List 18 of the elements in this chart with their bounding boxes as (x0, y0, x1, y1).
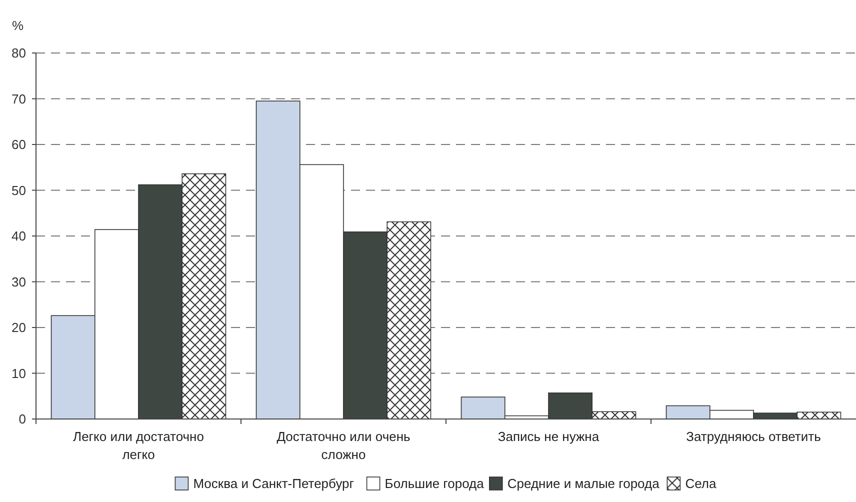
y-tick-label: 70 (12, 91, 26, 106)
y-tick-label: 0 (18, 412, 26, 427)
x-tick-label: Затрудняюсь ответить (686, 429, 822, 444)
x-tick-label: Легко или достаточно легко (73, 429, 204, 462)
legend-label: Большие города (384, 476, 485, 491)
x-tick-label: Запись не нужна (498, 429, 600, 444)
legend-label: Села (685, 476, 717, 491)
legend-label: Средние и малые города (507, 476, 660, 491)
legend-label: Москва и Санкт-Петербург (193, 476, 354, 491)
y-axis-title: % (12, 18, 24, 33)
y-tick-label: 50 (12, 182, 26, 198)
y-tick-label: 60 (12, 137, 26, 152)
y-tick-label: 80 (12, 46, 26, 61)
y-tick-label: 10 (12, 366, 26, 381)
x-tick-label: Достаточно или очень сложно (276, 429, 411, 462)
y-tick-label: 30 (12, 274, 26, 290)
y-tick-label: 20 (12, 320, 26, 336)
y-tick-label: 40 (12, 228, 26, 244)
